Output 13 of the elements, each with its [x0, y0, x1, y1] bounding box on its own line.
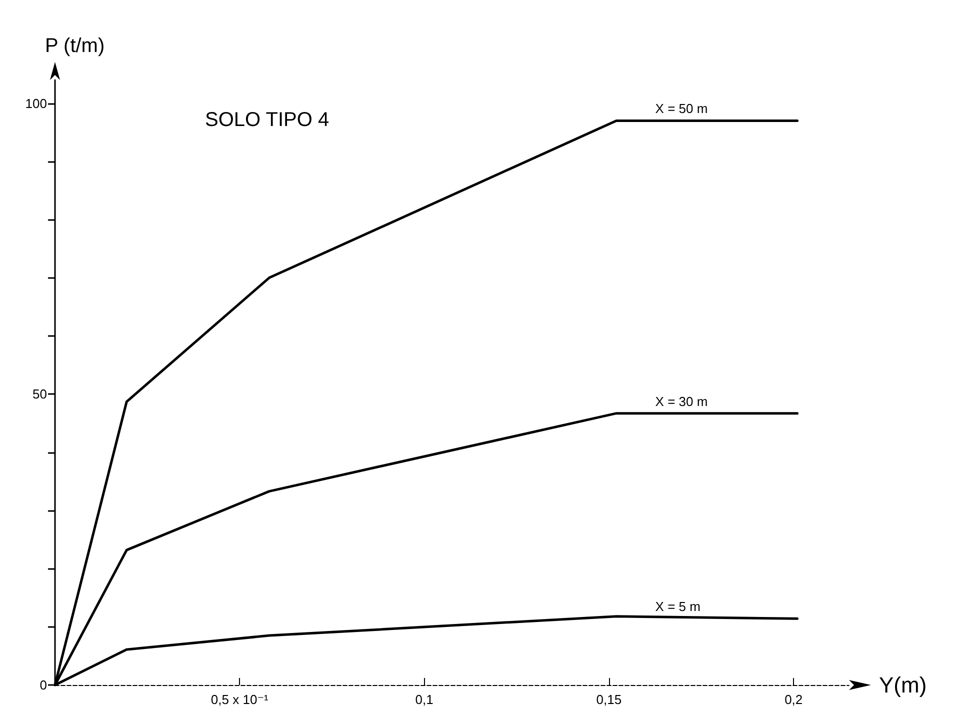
y-tick-label: 50: [32, 386, 47, 402]
x-axis-title: Y(m): [879, 672, 927, 698]
x-tick-label: 0,1: [415, 692, 434, 707]
y-tick-label: 100: [25, 96, 47, 111]
y-tick-label: 0: [40, 678, 47, 692]
x-tick-label: 0,2: [784, 692, 803, 707]
y-axis-title: P (t/m): [45, 35, 105, 57]
series-label: X = 30 m: [655, 394, 708, 409]
series-label: X = 5 m: [655, 599, 700, 614]
series-label: X = 50 m: [655, 101, 708, 116]
text: SOLO TIPO 4: [205, 109, 330, 131]
x-tick-label: 0,15: [596, 692, 622, 707]
x-tick-label: 0,5 x 10⁻¹: [210, 692, 270, 707]
